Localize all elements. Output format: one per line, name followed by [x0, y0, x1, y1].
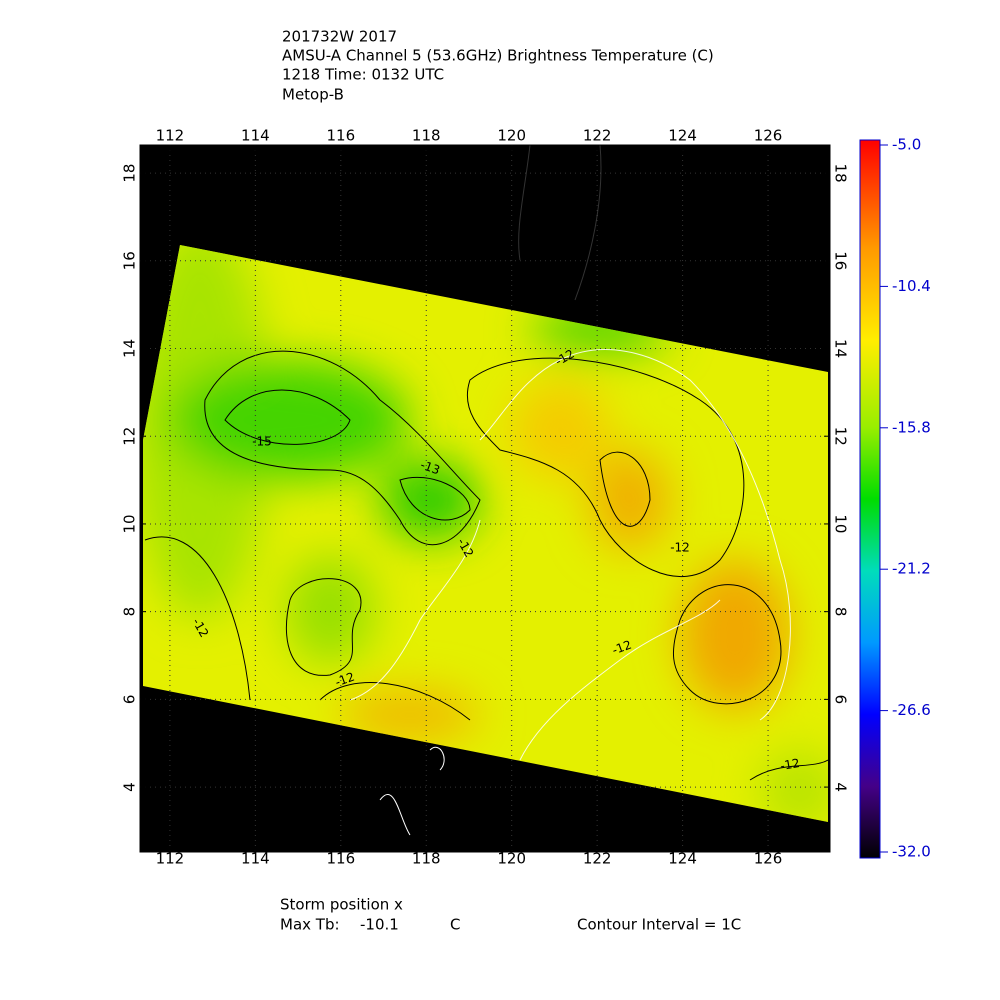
header-line: 1218 Time: 0132 UTC [282, 66, 444, 84]
lon-tick-label: 112 [156, 127, 185, 145]
lat-tick-label: 12 [832, 427, 850, 446]
lon-tick-label: 112 [156, 850, 185, 868]
lon-tick-label: 116 [326, 850, 355, 868]
lat-tick-label: 4 [121, 782, 139, 792]
contour-label: -12 [333, 670, 356, 690]
footer: Storm position x Max Tb: -10.1 C Contour… [280, 896, 741, 934]
max-tb-label: Max Tb: [280, 916, 340, 934]
map: -12-15-13-12-12-12-12-12-12 [139, 144, 831, 853]
colorbar-tick-label: -32.0 [892, 843, 931, 861]
lon-tick-label: 122 [583, 127, 612, 145]
lat-tick-label: 12 [121, 427, 139, 446]
lat-tick-label: 14 [832, 339, 850, 358]
colorbar-scale [859, 139, 881, 859]
lat-tick-label: 4 [832, 782, 850, 792]
lon-tick-label: 122 [583, 850, 612, 868]
lon-tick-label: 114 [241, 850, 270, 868]
contour-label: -12 [610, 638, 633, 658]
colorbar-tick-label: -5.0 [892, 136, 921, 154]
colorbar: -5.0 -10.4 -15.8 -21.2 -26.6 -32.0 [859, 136, 931, 861]
colorbar-tick-label: -10.4 [892, 277, 931, 295]
contour-label: -15 [252, 435, 272, 449]
lon-tick-label: 120 [497, 850, 526, 868]
lat-tick-label: 10 [121, 514, 139, 533]
header-line: AMSU-A Channel 5 (53.6GHz) Brightness Te… [282, 47, 714, 65]
header-line: 201732W 2017 [282, 28, 397, 46]
lat-tick-label: 16 [832, 251, 850, 270]
lon-tick-label: 114 [241, 127, 270, 145]
contour-interval: Contour Interval = 1C [577, 916, 741, 934]
contour-label: -12 [670, 541, 690, 555]
colorbar-tick-label: -26.6 [892, 701, 931, 719]
lon-tick-label: 124 [668, 850, 697, 868]
max-tb-unit: C [450, 916, 460, 934]
lat-tick-label: 10 [832, 514, 850, 533]
lon-tick-label: 124 [668, 127, 697, 145]
max-tb-value: -10.1 [360, 916, 399, 934]
header: 201732W 2017 AMSU-A Channel 5 (53.6GHz) … [282, 28, 714, 104]
lat-tick-label: 6 [832, 695, 850, 705]
lat-tick-label: 8 [832, 607, 850, 617]
storm-position: Storm position x [280, 896, 403, 914]
colorbar-tick-label: -15.8 [892, 418, 931, 436]
contour-label: -12 [779, 756, 801, 773]
lat-tick-label: 6 [121, 695, 139, 705]
lon-tick-label: 126 [754, 127, 783, 145]
lon-tick-label: 118 [412, 850, 441, 868]
lat-tick-label: 18 [121, 164, 139, 183]
header-line: Metop-B [282, 86, 344, 104]
lat-tick-label: 14 [121, 339, 139, 358]
lon-tick-label: 116 [326, 127, 355, 145]
lon-tick-label: 118 [412, 127, 441, 145]
contour-label: -13 [419, 458, 442, 478]
lat-tick-label: 18 [832, 164, 850, 183]
lon-tick-label: 126 [754, 850, 783, 868]
lat-tick-label: 16 [121, 251, 139, 270]
map-frame [139, 144, 831, 853]
lat-tick-label: 8 [121, 607, 139, 617]
lon-tick-label: 120 [497, 127, 526, 145]
colorbar-tick-label: -21.2 [892, 560, 931, 578]
